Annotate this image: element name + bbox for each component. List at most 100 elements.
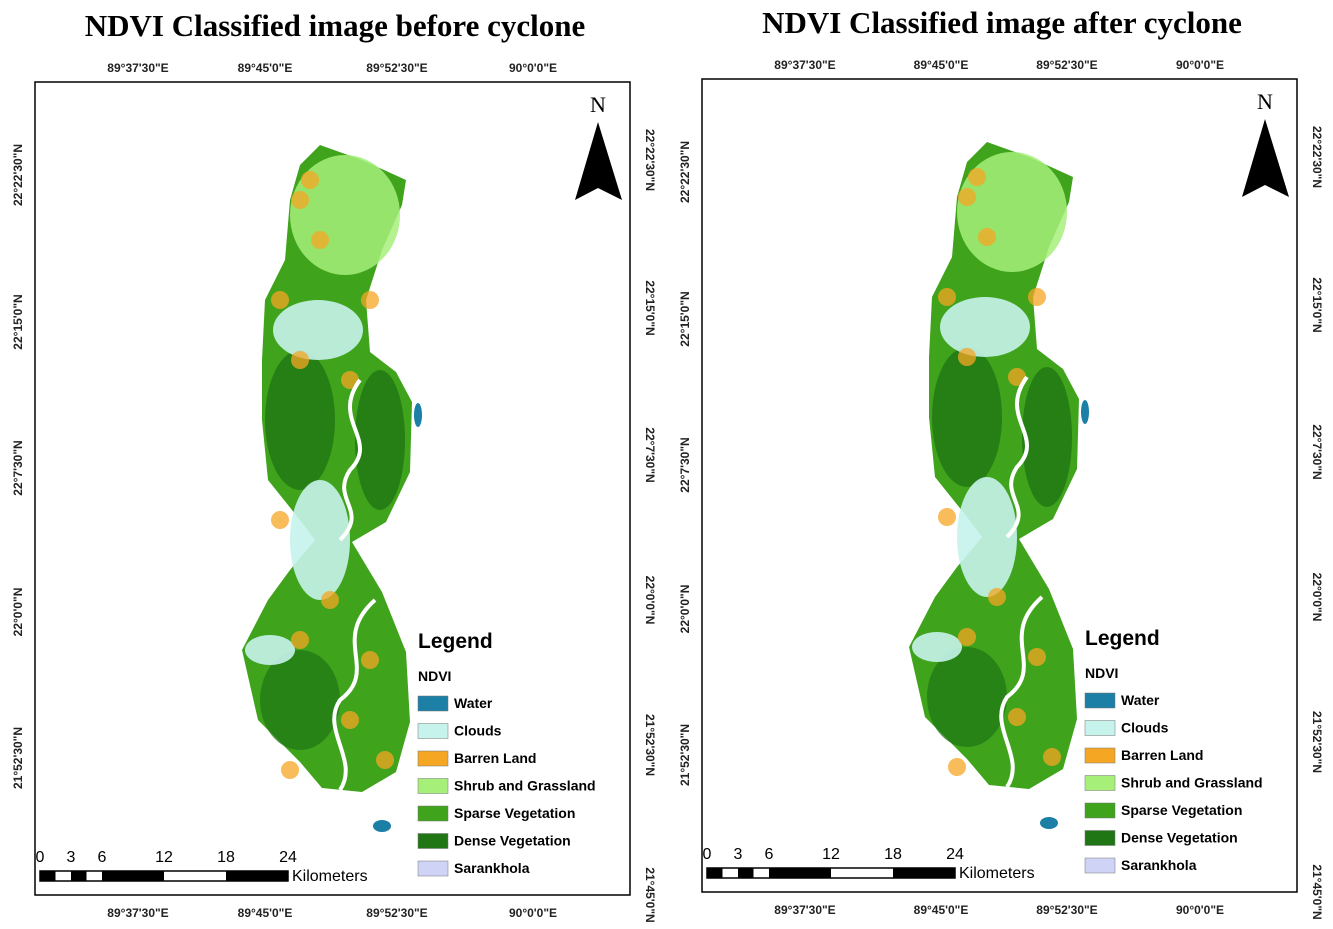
left-coord-label: 22°0'0"N <box>678 585 692 634</box>
scale-tick-label: 18 <box>217 849 235 866</box>
barren-patch <box>938 288 956 306</box>
barren-patch <box>958 348 976 366</box>
legend-label: Shrub and Grassland <box>454 778 596 794</box>
legend-label: Sarankhola <box>1121 857 1197 873</box>
top-coord-label: 89°37'30"E <box>774 58 835 72</box>
legend-label: Clouds <box>1121 720 1169 736</box>
dense-area <box>1022 367 1072 507</box>
north-label: N <box>1257 89 1273 114</box>
barren-patch <box>311 231 329 249</box>
scale-bar-segment <box>102 871 164 881</box>
top-coord-label: 89°37'30"E <box>107 61 168 75</box>
water-body <box>414 403 422 427</box>
barren-patch <box>291 351 309 369</box>
scale-tick-label: 6 <box>98 849 107 866</box>
scale-tick-label: 12 <box>822 846 840 863</box>
scale-bar-segment <box>40 871 56 881</box>
left-coord-label: 22°7'30"N <box>11 440 25 495</box>
scale-bar-segment <box>769 868 831 878</box>
barren-patch <box>376 751 394 769</box>
barren-patch <box>968 168 986 186</box>
legend-label: Sparse Vegetation <box>454 805 575 821</box>
scale-unit: Kilometers <box>292 868 368 885</box>
top-coord-label: 89°52'30"E <box>366 61 427 75</box>
right-coord-label: 22°15'0"N <box>1310 277 1324 332</box>
scale-bar-segment <box>71 871 87 881</box>
barren-patch <box>1043 748 1061 766</box>
legend-swatch <box>1085 748 1115 763</box>
top-coord-label: 89°45'0"E <box>914 58 969 72</box>
barren-patch <box>321 591 339 609</box>
bottom-coord-label: 89°45'0"E <box>914 903 969 917</box>
dense-area <box>927 647 1007 747</box>
right-coord-label: 22°22'30"N <box>1310 126 1324 188</box>
legend-label: Water <box>1121 692 1160 708</box>
scale-bar-segment <box>893 868 955 878</box>
dense-area <box>932 347 1002 487</box>
barren-patch <box>938 508 956 526</box>
map-panel: NDVI Classified image before cyclone89°3… <box>11 8 657 923</box>
legend-swatch <box>418 751 448 766</box>
barren-patch <box>958 188 976 206</box>
barren-patch <box>988 588 1006 606</box>
scale-unit: Kilometers <box>959 865 1035 882</box>
legend-swatch <box>418 779 448 794</box>
cloud-area <box>912 632 962 662</box>
scale-tick-label: 3 <box>734 846 743 863</box>
water-body <box>1081 400 1089 424</box>
right-coord-label: 21°45'0"N <box>643 867 657 922</box>
map-panel: NDVI Classified image after cyclone89°37… <box>678 5 1324 920</box>
barren-patch <box>361 651 379 669</box>
water-body <box>373 820 391 832</box>
legend-label: Water <box>454 695 493 711</box>
scale-tick-label: 0 <box>36 849 45 866</box>
barren-patch <box>948 758 966 776</box>
left-coord-label: 21°52'30"N <box>678 724 692 786</box>
barren-patch <box>341 711 359 729</box>
legend-label: Clouds <box>454 723 502 739</box>
scale-bar-segment <box>226 871 288 881</box>
legend-swatch <box>1085 858 1115 873</box>
barren-patch <box>301 171 319 189</box>
scale-tick-label: 12 <box>155 849 173 866</box>
legend-label: Sarankhola <box>454 860 530 876</box>
legend-swatch <box>418 834 448 849</box>
left-coord-label: 22°0'0"N <box>11 588 25 637</box>
legend-label: Sparse Vegetation <box>1121 802 1242 818</box>
left-coord-label: 22°22'30"N <box>678 141 692 203</box>
right-coord-label: 22°0'0"N <box>1310 573 1324 622</box>
legend-swatch <box>418 724 448 739</box>
dense-area <box>355 370 405 510</box>
legend-label: Barren Land <box>454 750 536 766</box>
barren-patch <box>271 511 289 529</box>
right-coord-label: 22°7'30"N <box>643 427 657 482</box>
dense-area <box>265 350 335 490</box>
left-coord-label: 22°15'0"N <box>11 294 25 349</box>
cloud-area <box>245 635 295 665</box>
barren-patch <box>361 291 379 309</box>
bottom-coord-label: 90°0'0"E <box>1176 903 1224 917</box>
top-coord-label: 90°0'0"E <box>509 61 557 75</box>
scale-tick-label: 18 <box>884 846 902 863</box>
legend-title: Legend <box>418 630 493 653</box>
scale-tick-label: 24 <box>279 849 297 866</box>
barren-patch <box>291 191 309 209</box>
scale-bar-segment <box>707 868 723 878</box>
right-coord-label: 21°45'0"N <box>1310 864 1324 919</box>
right-coord-label: 21°52'30"N <box>1310 711 1324 773</box>
top-coord-label: 89°45'0"E <box>238 61 293 75</box>
barren-patch <box>1028 648 1046 666</box>
legend-label: Dense Vegetation <box>454 833 571 849</box>
cloud-area <box>273 300 363 360</box>
scale-tick-label: 24 <box>946 846 964 863</box>
right-coord-label: 22°7'30"N <box>1310 424 1324 479</box>
map-figure: NDVI Classified image before cyclone89°3… <box>0 0 1333 929</box>
legend-title: Legend <box>1085 627 1160 650</box>
legend-swatch <box>1085 693 1115 708</box>
bottom-coord-label: 89°37'30"E <box>774 903 835 917</box>
left-coord-label: 21°52'30"N <box>11 727 25 789</box>
bottom-coord-label: 89°37'30"E <box>107 906 168 920</box>
water-body <box>1040 817 1058 829</box>
legend-label: Dense Vegetation <box>1121 830 1238 846</box>
legend-swatch <box>1085 831 1115 846</box>
